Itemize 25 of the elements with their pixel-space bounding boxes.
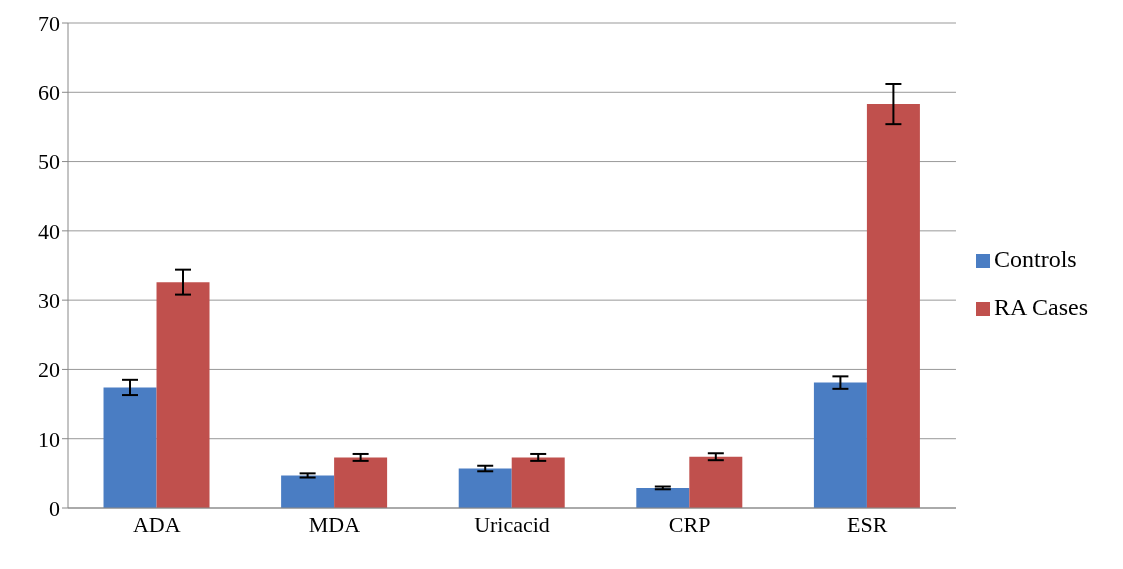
x-tick-label: CRP <box>668 511 711 537</box>
x-tick-label: MDA <box>308 511 361 537</box>
bar <box>866 104 920 508</box>
legend-label: Controls <box>993 246 1077 272</box>
x-tick-label: ADA <box>132 511 181 537</box>
bar <box>458 468 512 508</box>
y-tick-label: 20 <box>38 357 60 383</box>
bar <box>511 457 565 508</box>
x-tick-label: ESR <box>847 511 888 537</box>
bar <box>334 457 388 508</box>
y-tick-label: 10 <box>38 426 60 452</box>
bar <box>689 456 743 508</box>
y-tick-label: 30 <box>38 287 60 313</box>
y-tick-label: 0 <box>49 495 60 521</box>
y-tick-label: 60 <box>38 80 60 106</box>
bar <box>103 387 157 508</box>
y-tick-label: 50 <box>38 149 60 175</box>
x-tick-label: Uricacid <box>474 511 550 537</box>
bar <box>813 382 867 508</box>
legend-label: RA Cases <box>993 294 1088 320</box>
bar <box>281 475 335 508</box>
bar <box>636 487 690 508</box>
y-tick-label: 40 <box>38 218 60 244</box>
bar <box>156 282 210 508</box>
y-tick-label: 70 <box>38 10 60 36</box>
